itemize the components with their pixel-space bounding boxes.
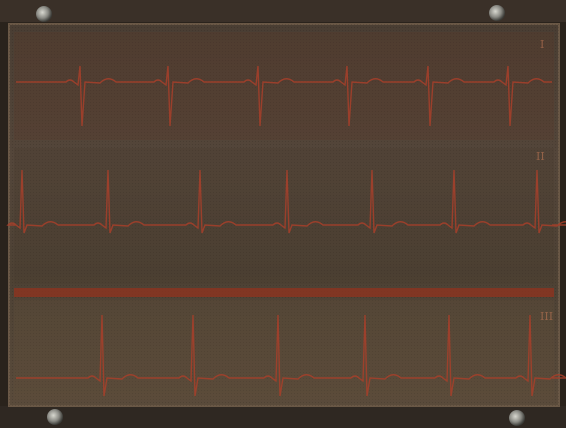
strip-2 xyxy=(14,148,554,284)
ecg-traces xyxy=(6,65,566,397)
lead-label: II xyxy=(536,150,545,163)
ecg-trace xyxy=(16,65,552,127)
strip-3 xyxy=(14,300,554,400)
top-rail xyxy=(0,0,566,22)
lead-label: III xyxy=(540,310,553,323)
lead-label: I xyxy=(540,38,544,51)
screw xyxy=(489,5,505,21)
ecg-trace xyxy=(6,169,566,234)
ecg-trace xyxy=(16,314,566,397)
screw xyxy=(47,409,63,425)
bottom-rail xyxy=(0,406,566,428)
screw xyxy=(509,410,525,426)
red-band xyxy=(14,288,554,297)
strip-1 xyxy=(14,32,554,140)
screw xyxy=(36,6,52,22)
